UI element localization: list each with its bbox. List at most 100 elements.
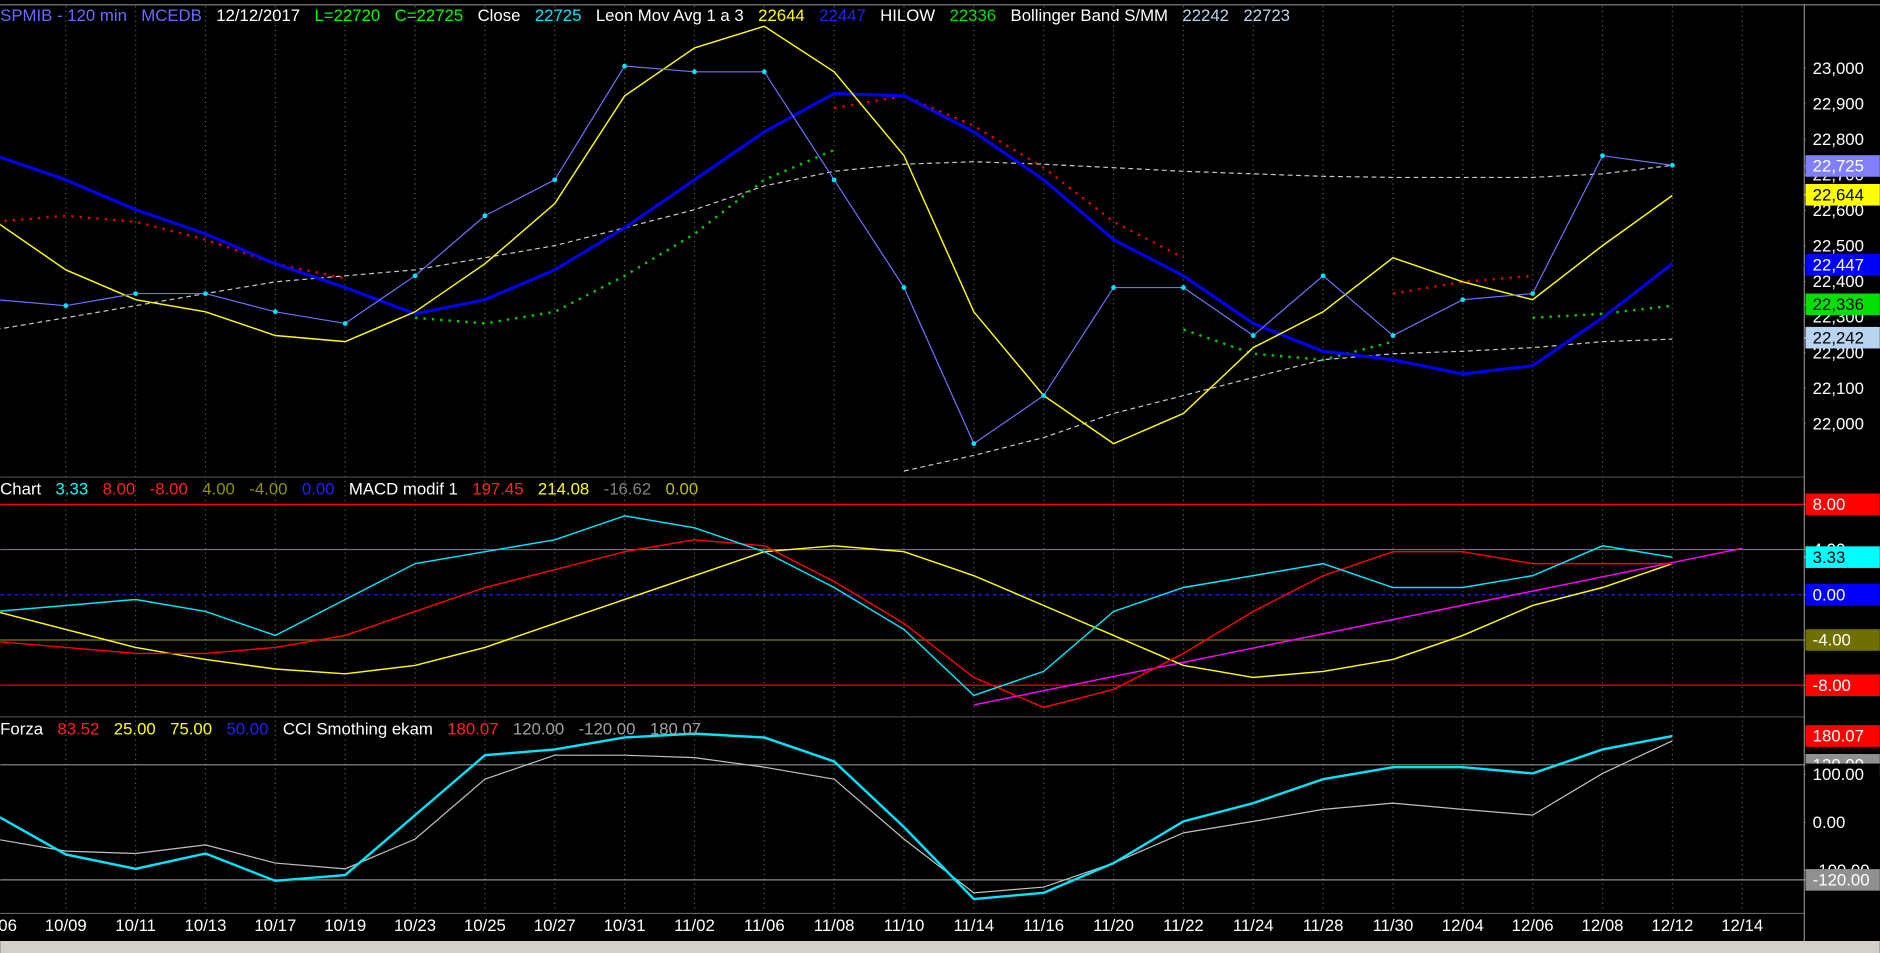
data-point xyxy=(552,177,558,183)
y-tick-label: 22,600 xyxy=(1813,201,1864,220)
series-line xyxy=(0,515,1673,697)
series-line xyxy=(973,547,1743,706)
x-tick-label: 12/04 xyxy=(1442,916,1484,935)
last-value-label-bg xyxy=(1805,155,1880,177)
data-point xyxy=(1390,333,1396,338)
y-tick-label-bg xyxy=(1805,57,1880,79)
y-tick-label: 22,400 xyxy=(1813,272,1864,291)
header-item: 83.52 xyxy=(57,719,99,738)
header-item: 75.00 xyxy=(170,719,212,738)
y-tick-label: 23,000 xyxy=(1813,59,1864,78)
x-tick-label: 12/08 xyxy=(1582,916,1624,935)
data-point xyxy=(1041,393,1047,399)
header-item: 180.07 xyxy=(650,719,701,738)
x-tick-label: 12/06 xyxy=(1512,916,1554,935)
last-value-label-bg xyxy=(1805,183,1880,206)
data-point xyxy=(622,63,627,69)
x-tick-label: 10/13 xyxy=(185,916,227,935)
data-point xyxy=(482,213,488,219)
y-tick-label-bg xyxy=(1805,583,1880,606)
y-tick-label: 22,900 xyxy=(1813,94,1864,113)
data-point xyxy=(831,177,837,183)
last-value-label: 3.33 xyxy=(1813,548,1846,567)
header-item: 0.00 xyxy=(302,480,335,499)
data-point xyxy=(1669,162,1675,168)
header-item: 22723 xyxy=(1243,6,1290,25)
y-tick-label-bg xyxy=(1805,629,1880,651)
series-line xyxy=(0,91,1674,376)
x-tick-label: 10/11 xyxy=(115,916,156,935)
data-point xyxy=(342,321,348,326)
x-tick-label: 10/17 xyxy=(254,916,296,935)
x-tick-label: 12/12 xyxy=(1651,916,1693,935)
x-tick-label: 11/24 xyxy=(1233,916,1274,935)
x-tick-label: 11/02 xyxy=(674,916,715,935)
header-item: 12/12/2017 xyxy=(216,6,300,25)
y-tick-label: 100.00 xyxy=(1813,765,1864,784)
data-point xyxy=(412,273,418,279)
x-tick-label: 12/14 xyxy=(1721,916,1763,935)
last-value-label-bg xyxy=(1805,326,1880,349)
header-item: 50.00 xyxy=(226,719,268,738)
x-tick-label: 11/14 xyxy=(953,916,994,935)
data-point xyxy=(133,291,139,297)
header-item: C=22725 xyxy=(395,6,464,25)
y-tick-label: -8.00 xyxy=(1813,676,1851,695)
axes: 23,00022,90022,80022,70022,60022,50022,4… xyxy=(1804,57,1880,891)
header-item: 4.00 xyxy=(202,480,235,499)
header-item: -120.00 xyxy=(579,719,636,738)
series-line xyxy=(0,539,1673,709)
last-value-label: 22,242 xyxy=(1813,328,1864,347)
data-point xyxy=(1181,285,1186,290)
last-value-label: 22,336 xyxy=(1813,295,1864,314)
x-tick-label: 10/23 xyxy=(394,916,436,935)
y-tick-label: 22,100 xyxy=(1813,379,1864,398)
y-tick-label-bg xyxy=(1805,270,1880,293)
header-item: 0.00 xyxy=(666,480,699,499)
header-item: 25.00 xyxy=(114,719,156,738)
y-tick-label: 8.00 xyxy=(1813,495,1846,514)
x-tick-label: 11/20 xyxy=(1093,916,1134,935)
y-tick-label: 22,500 xyxy=(1813,237,1864,256)
data-point xyxy=(901,285,907,290)
header-item: 22336 xyxy=(950,6,997,25)
data-point xyxy=(203,291,208,297)
data-point xyxy=(1460,297,1466,303)
last-value-label: 22,644 xyxy=(1813,185,1864,204)
y-tick-label-bg xyxy=(1805,377,1880,399)
plot-area xyxy=(0,25,1805,901)
header-item: 8.00 xyxy=(103,480,136,499)
x-tick-label: 11/06 xyxy=(744,916,785,935)
header-item: -16.62 xyxy=(604,480,652,499)
last-value-label: 22,447 xyxy=(1813,255,1864,274)
header-item: 22242 xyxy=(1182,6,1229,25)
y-tick-label-bg xyxy=(1805,493,1880,516)
header-item: 214.08 xyxy=(538,480,589,499)
data-point xyxy=(1530,291,1536,297)
header-item: -4.00 xyxy=(249,480,287,499)
x-tick-label: 11/16 xyxy=(1023,916,1064,935)
last-value-label: 22,725 xyxy=(1813,157,1864,176)
last-value-label: 180.07 xyxy=(1813,727,1864,746)
header-item: CCI Smothing ekam xyxy=(283,719,433,738)
header-item: 22644 xyxy=(758,6,805,25)
x-tick-label: 11/30 xyxy=(1373,916,1414,935)
series-line xyxy=(0,25,1673,445)
header-item: Forza xyxy=(0,719,44,738)
x-tick-label: 11/28 xyxy=(1303,916,1344,935)
header-item: L=22720 xyxy=(315,6,381,25)
y-tick-label: 22,000 xyxy=(1813,414,1864,433)
y-tick-label: 0.00 xyxy=(1813,813,1846,832)
x-tick-label: 10/19 xyxy=(324,916,366,935)
y-tick-label: -120.00 xyxy=(1813,871,1870,890)
y-tick-label-bg xyxy=(1805,92,1880,115)
data-point xyxy=(1250,333,1256,338)
data-point xyxy=(692,69,697,75)
header-item: 22725 xyxy=(535,6,582,25)
header-item: Chart xyxy=(0,480,41,499)
y-tick-label-bg xyxy=(1805,811,1880,834)
y-tick-label: 0.00 xyxy=(1813,585,1846,604)
series-line xyxy=(414,148,1673,361)
